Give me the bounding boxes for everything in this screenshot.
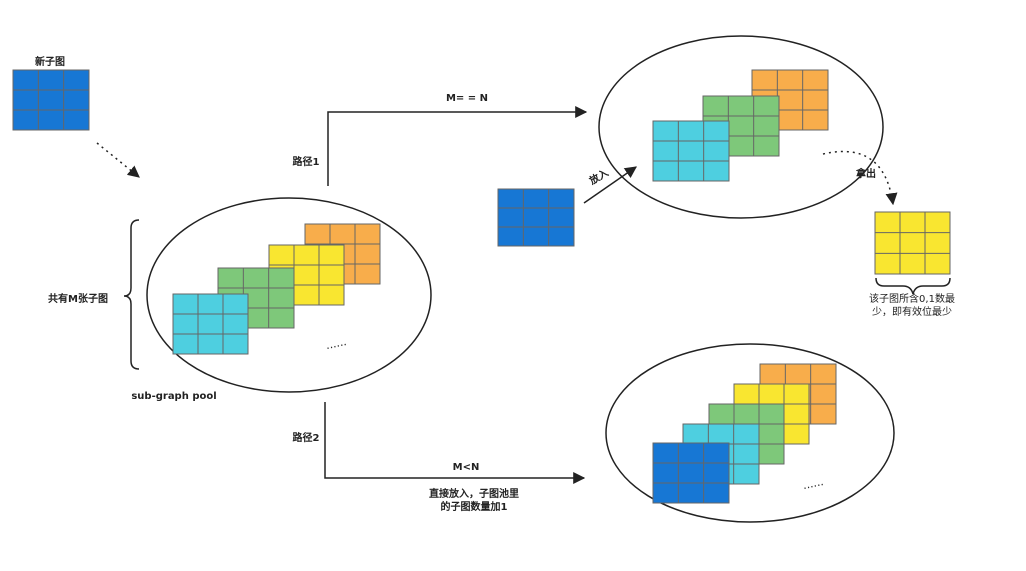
grown-pool-ellipsis: ...... xyxy=(801,475,824,492)
pool-label: sub-graph pool xyxy=(131,391,216,402)
bottom-brace-icon xyxy=(875,277,951,295)
put-in-label: 放入 xyxy=(586,166,611,188)
incoming-grid-fill xyxy=(497,188,575,247)
dotted-arrow-icon xyxy=(96,142,140,178)
path1-label: 路径1 xyxy=(293,155,320,168)
put-in-arrow-icon xyxy=(583,166,637,204)
full-pool-grid-cyan-fill xyxy=(652,120,730,182)
least-bits-line1: 该子图所含0,1数最 xyxy=(869,292,955,305)
path2-arrow-icon xyxy=(324,402,586,484)
pool-grid-cyan xyxy=(172,293,249,355)
pool-ellipsis: ...... xyxy=(324,335,347,352)
full-pool-ellipse xyxy=(598,35,884,219)
grown-pool-ellipse xyxy=(605,343,895,523)
take-out-arrow-icon xyxy=(822,150,898,206)
removed-grid xyxy=(874,211,951,275)
less-condition-label: M<N xyxy=(453,462,480,473)
new-subgraph-grid xyxy=(12,69,90,131)
new-subgraph-grid-fill xyxy=(12,69,90,131)
path1-arrow-icon xyxy=(327,106,588,186)
least-bits-line2: 少，即有效位最少 xyxy=(872,305,952,318)
path2-label: 路径2 xyxy=(293,431,320,444)
direct-put-line2: 的子图数量加1 xyxy=(441,500,508,513)
new-subgraph-label: 新子图 xyxy=(35,55,65,68)
grown-pool-grid-blue xyxy=(652,442,730,504)
left-brace-icon xyxy=(123,219,140,370)
pool-grid-cyan-fill xyxy=(172,293,249,355)
grown-pool-grid-blue-fill xyxy=(652,442,730,504)
full-pool-grid-cyan xyxy=(652,120,730,182)
m-subgraphs-label: 共有M张子图 xyxy=(48,292,108,305)
grid-layer xyxy=(12,69,951,504)
equal-condition-label: M= = N xyxy=(446,93,488,104)
pool-ellipse xyxy=(146,197,432,393)
direct-put-line1: 直接放入，子图池里 xyxy=(429,487,519,500)
take-out-label: 拿出 xyxy=(855,167,876,180)
incoming-grid xyxy=(497,188,575,247)
removed-grid-fill xyxy=(874,211,951,275)
